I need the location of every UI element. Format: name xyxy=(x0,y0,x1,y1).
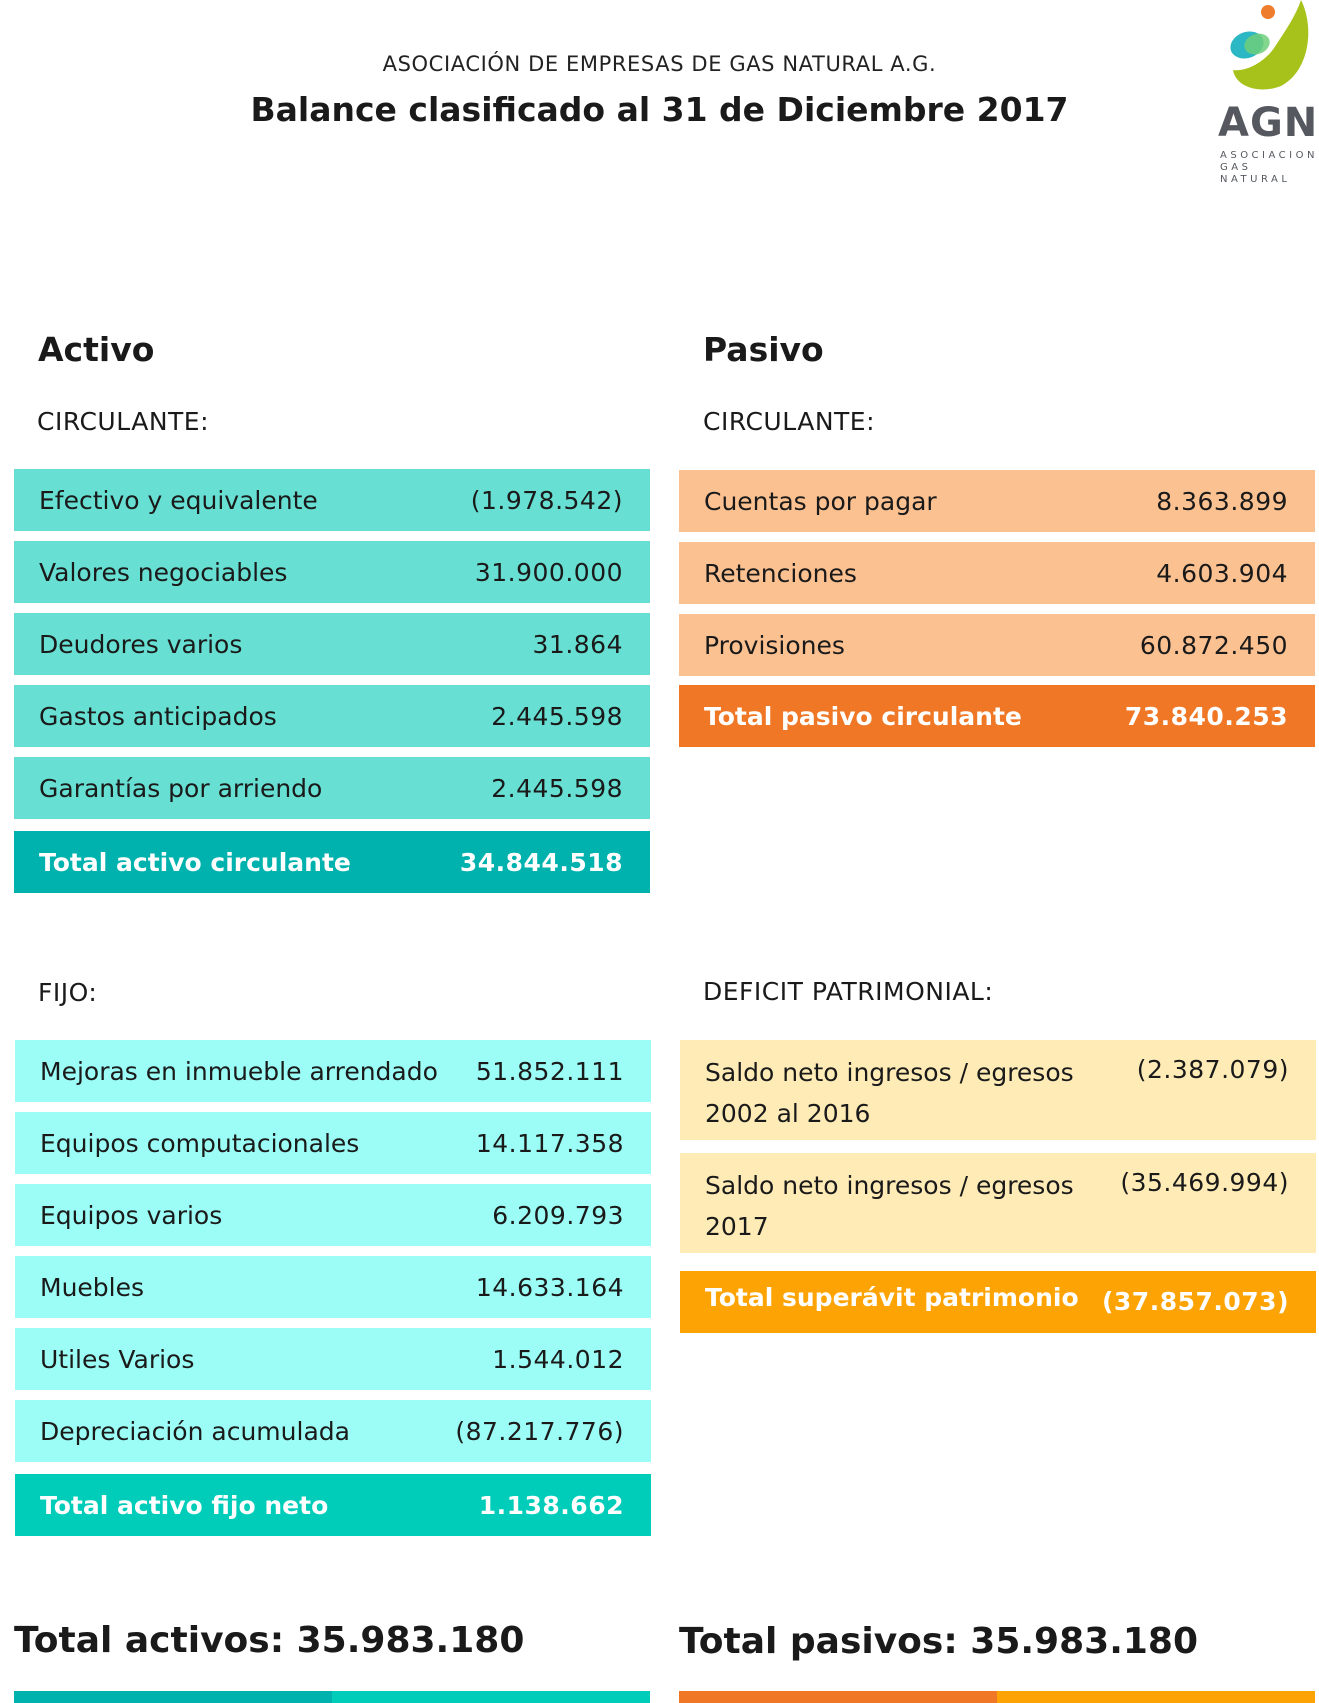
row-label: Efectivo y equivalente xyxy=(39,485,318,515)
table-row: Equipos varios 6.209.793 xyxy=(15,1184,651,1246)
total-label: Total activo fijo neto xyxy=(40,1490,329,1520)
table-row: Retenciones 4.603.904 xyxy=(679,542,1315,604)
row-value: 2.445.598 xyxy=(491,701,623,731)
pasivo-heading: Pasivo xyxy=(703,330,824,369)
row-label: Equipos varios xyxy=(40,1200,223,1230)
logo-acronym: AGN xyxy=(1218,100,1319,146)
row-value: 1.544.012 xyxy=(492,1344,624,1374)
table-row: Gastos anticipados 2.445.598 xyxy=(14,685,650,747)
activo-circulante-table: Efectivo y equivalente (1.978.542) Valor… xyxy=(14,469,650,894)
agn-logo: AGN ASOCIACION GAS NATURAL xyxy=(1206,0,1319,185)
total-value: 1.138.662 xyxy=(478,1490,624,1520)
row-label: Valores negociables xyxy=(39,557,288,587)
activos-bar-segment-2 xyxy=(332,1691,650,1703)
table-row: Garantías por arriendo 2.445.598 xyxy=(14,757,650,819)
row-label: Cuentas por pagar xyxy=(704,486,937,516)
total-activos: Total activos: 35.983.180 xyxy=(14,1620,525,1661)
row-label: Retenciones xyxy=(704,558,857,588)
row-value: 14.633.164 xyxy=(475,1272,624,1302)
activos-bar-segment-1 xyxy=(14,1691,332,1703)
activo-heading: Activo xyxy=(38,330,155,369)
table-row: Muebles 14.633.164 xyxy=(15,1256,651,1318)
total-label: Total activo circulante xyxy=(39,847,351,877)
activo-fijo-table: Mejoras en inmueble arrendado 51.852.111… xyxy=(15,1040,651,1540)
header: ASOCIACIÓN DE EMPRESAS DE GAS NATURAL A.… xyxy=(0,52,1319,129)
leaf-logo-icon xyxy=(1230,0,1309,90)
row-label: Mejoras en inmueble arrendado xyxy=(40,1056,438,1086)
row-value: (35.469.994) xyxy=(1120,1168,1289,1197)
row-value: 8.363.899 xyxy=(1156,486,1288,516)
row-value: 31.864 xyxy=(532,629,623,659)
logo-subtitle: ASOCIACION GAS NATURAL xyxy=(1220,150,1319,186)
table-row: Valores negociables 31.900.000 xyxy=(14,541,650,603)
row-value: 14.117.358 xyxy=(475,1128,624,1158)
row-value: 51.852.111 xyxy=(475,1056,624,1086)
logo-subtitle-line2: GAS NATURAL xyxy=(1220,162,1291,185)
pasivo-circulante-label: CIRCULANTE: xyxy=(703,407,876,436)
row-label: Muebles xyxy=(40,1272,145,1302)
row-value: (87.217.776) xyxy=(455,1416,624,1446)
row-label: Garantías por arriendo xyxy=(39,773,323,803)
table-row: Utiles Varios 1.544.012 xyxy=(15,1328,651,1390)
total-label: Total superávit patrimonio xyxy=(705,1283,1079,1312)
table-row: Cuentas por pagar 8.363.899 xyxy=(679,470,1315,532)
logo-subtitle-line1: ASOCIACION xyxy=(1220,150,1318,161)
deficit-table: Saldo neto ingresos / egresos 2002 al 20… xyxy=(680,1040,1316,1340)
total-label: Total pasivo circulante xyxy=(704,701,1022,731)
table-row: Saldo neto ingresos / egresos 2017 (35.4… xyxy=(680,1153,1316,1253)
total-pasivos: Total pasivos: 35.983.180 xyxy=(679,1621,1199,1662)
total-row: Total activo circulante 34.844.518 xyxy=(14,831,650,893)
table-row: Efectivo y equivalente (1.978.542) xyxy=(14,469,650,531)
row-label: Saldo neto ingresos / egresos 2002 al 20… xyxy=(705,1058,1074,1128)
row-value: 31.900.000 xyxy=(474,557,623,587)
row-label: Utiles Varios xyxy=(40,1344,195,1374)
row-value: (1.978.542) xyxy=(470,485,623,515)
table-row: Deudores varios 31.864 xyxy=(14,613,650,675)
organization-name: ASOCIACIÓN DE EMPRESAS DE GAS NATURAL A.… xyxy=(382,52,937,76)
pasivo-circulante-table: Cuentas por pagar 8.363.899 Retenciones … xyxy=(679,470,1315,750)
row-label: Provisiones xyxy=(704,630,845,660)
row-label: Saldo neto ingresos / egresos 2017 xyxy=(705,1171,1074,1241)
total-row: Total superávit patrimonio (37.857.073) xyxy=(680,1271,1316,1333)
total-value: 34.844.518 xyxy=(459,847,623,877)
activo-fijo-label: FIJO: xyxy=(38,978,98,1007)
row-value: 4.603.904 xyxy=(1156,558,1288,588)
table-row: Depreciación acumulada (87.217.776) xyxy=(15,1400,651,1462)
table-row: Saldo neto ingresos / egresos 2002 al 20… xyxy=(680,1040,1316,1140)
row-value: (2.387.079) xyxy=(1136,1055,1289,1084)
page-title: Balance clasificado al 31 de Diciembre 2… xyxy=(250,90,1069,129)
row-label: Gastos anticipados xyxy=(39,701,277,731)
total-value: 73.840.253 xyxy=(1124,701,1288,731)
row-value: 6.209.793 xyxy=(492,1200,624,1230)
activo-circulante-label: CIRCULANTE: xyxy=(37,407,210,436)
total-value: (37.857.073) xyxy=(1101,1287,1289,1316)
table-row: Equipos computacionales 14.117.358 xyxy=(15,1112,651,1174)
deficit-label: DEFICIT PATRIMONIAL: xyxy=(703,977,994,1006)
table-row: Provisiones 60.872.450 xyxy=(679,614,1315,676)
pasivos-bar-segment-1 xyxy=(679,1691,997,1703)
pasivos-bar-segment-2 xyxy=(997,1691,1315,1703)
row-label: Equipos computacionales xyxy=(40,1128,360,1158)
row-label: Depreciación acumulada xyxy=(40,1416,350,1446)
row-label: Deudores varios xyxy=(39,629,243,659)
row-value: 60.872.450 xyxy=(1139,630,1288,660)
row-value: 2.445.598 xyxy=(491,773,623,803)
table-row: Mejoras en inmueble arrendado 51.852.111 xyxy=(15,1040,651,1102)
total-row: Total activo fijo neto 1.138.662 xyxy=(15,1474,651,1536)
total-row: Total pasivo circulante 73.840.253 xyxy=(679,685,1315,747)
